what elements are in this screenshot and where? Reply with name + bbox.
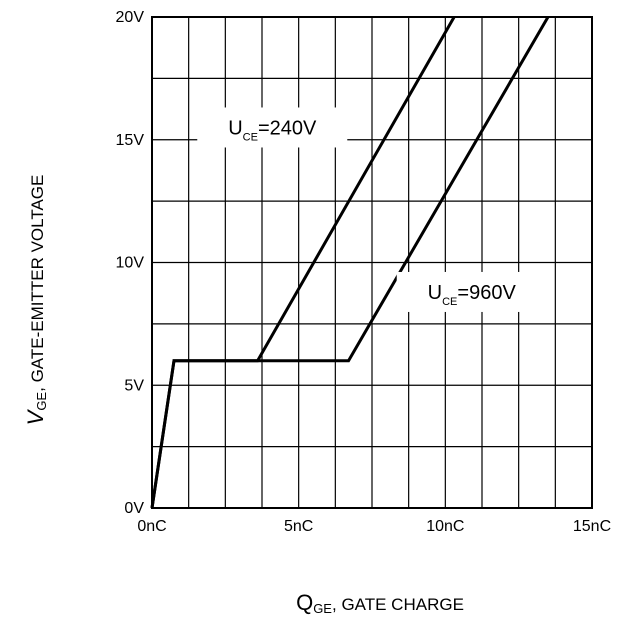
plot-frame (151, 16, 593, 509)
x-tick-label: 0nC (137, 518, 166, 535)
series-label-text: UCE=240V (228, 117, 317, 143)
x-tick-label: 10nC (426, 518, 464, 535)
x-axis-text: , GATE CHARGE (331, 595, 464, 614)
x-axis-title: QGE, GATE CHARGE (296, 590, 464, 616)
series-lines (150, 16, 550, 509)
y-axis-subscript: GE (34, 391, 49, 411)
series-annotations: UCE=240V UCE=960V (197, 107, 547, 312)
series-label-2: UCE=960V (396, 271, 547, 312)
x-axis-symbol: Q (296, 590, 314, 615)
y-tick-label: 5V (124, 377, 144, 394)
y-axis-title: VGE, GATE-EMITTER VOLTAGE (23, 175, 49, 426)
series-label-background (396, 271, 547, 312)
x-tick-labels: 0nC 5nC 10nC 15nC (137, 518, 611, 535)
series-line-2 (150, 16, 550, 509)
series-label-1: UCE=240V (197, 107, 348, 148)
y-tick-label: 15V (116, 132, 145, 149)
x-tick-label: 5nC (284, 518, 313, 535)
y-tick-label: 20V (116, 9, 145, 26)
y-axis-text: , GATE-EMITTER VOLTAGE (28, 174, 47, 392)
y-tick-label: 0V (124, 500, 144, 517)
series-label-text: UCE=960V (428, 282, 517, 308)
grid-lines (152, 17, 592, 508)
series-label-background (197, 107, 348, 148)
y-tick-label: 10V (116, 255, 145, 272)
x-axis-subscript: GE (313, 601, 332, 616)
y-axis-symbol: V (23, 410, 48, 426)
y-tick-labels: 0V 5V 10V 15V 20V (116, 9, 145, 517)
x-tick-label: 15nC (573, 518, 611, 535)
